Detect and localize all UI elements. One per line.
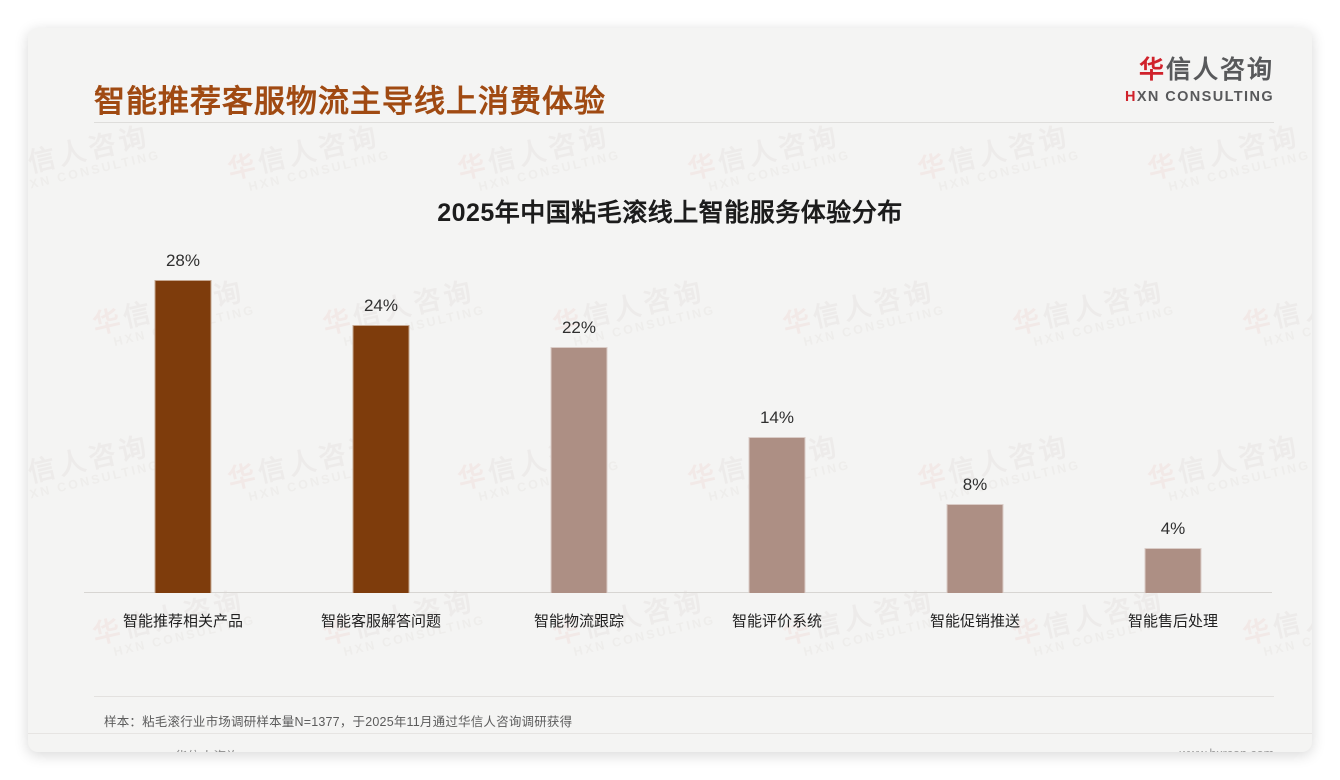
bar-value-label: 8% — [962, 474, 988, 494]
bar-chart-plot: 28% 智能推荐相关产品 24% 智能客服解答问题 22% 智能物流跟踪 14% 智能评价系统… — [84, 251, 1272, 630]
slide-card: 华信人咨询 HXN CONSULTING 华信人咨询 HXN CONSULTING 华信… — [28, 28, 1312, 752]
footer-divider — [28, 733, 1312, 734]
brand-logo-english-highlight: H — [1124, 89, 1137, 105]
footnote-divider — [94, 696, 1274, 697]
chart-bar[interactable] — [154, 280, 212, 593]
brand-logo-chinese-highlight: 华 — [1138, 56, 1166, 84]
bar-value-label: 4% — [1160, 519, 1186, 539]
header-divider — [94, 122, 1274, 123]
bar-category-label: 智能推荐相关产品 — [122, 613, 243, 630]
bar-category-label: 智能物流跟踪 — [533, 613, 624, 630]
brand-logo-english-rest: XN CONSULTING — [1136, 89, 1274, 105]
website-url: www.hxrcon.com — [1180, 747, 1274, 752]
chart-area: 2025年中国粘毛滚线上智能服务体验分布 28% 智能推荐相关产品 24% 智能客服解… — [28, 138, 1312, 658]
brand-logo-english: HXN CONSULTING — [1125, 90, 1274, 105]
page-title: 智能推荐客服物流主导线上消费体验 — [94, 84, 606, 119]
x-axis-line — [84, 592, 1272, 593]
slide-footer: ©2026.1 HXR华信人咨询 www.hxrcon.com — [28, 734, 1312, 752]
sample-footnote: 样本：粘毛滚行业市场调研样本量N=1377，于2025年11月通过华信人咨询调研… — [104, 715, 573, 729]
bar-column: 4% 智能售后处理 — [1074, 258, 1272, 630]
chart-bar[interactable] — [550, 347, 608, 593]
bar-category-label: 智能售后处理 — [1127, 613, 1218, 630]
bar-category-label: 智能客服解答问题 — [320, 613, 441, 630]
bar-column: 14% 智能评价系统 — [678, 258, 876, 630]
bar-category-label: 智能评价系统 — [731, 613, 822, 630]
bar-value-label: 14% — [759, 407, 794, 427]
bar-column: 28% 智能推荐相关产品 — [84, 251, 282, 630]
bar-column: 8% 智能促销推送 — [876, 258, 1074, 630]
bar-column: 22% 智能物流跟踪 — [480, 258, 678, 630]
chart-title: 2025年中国粘毛滚线上智能服务体验分布 — [437, 199, 903, 227]
slide-header: 智能推荐客服物流主导线上消费体验 华信人咨询 HXN CONSULTING — [28, 28, 1312, 120]
chart-bar[interactable] — [352, 325, 410, 593]
bar-value-label: 24% — [363, 296, 398, 315]
bar-category-label: 智能促销推送 — [929, 613, 1020, 630]
bar-column: 24% 智能客服解答问题 — [282, 258, 480, 630]
bar-value-label: 22% — [561, 318, 596, 338]
chart-bar[interactable] — [946, 503, 1004, 593]
brand-logo-chinese-rest: 信人咨询 — [1165, 56, 1274, 84]
chart-bar[interactable] — [748, 436, 806, 593]
copyright-text: ©2026.1 HXR华信人咨询 — [94, 746, 239, 752]
chart-bar[interactable] — [1144, 548, 1202, 593]
brand-logo: 华信人咨询 HXN CONSULTING — [1125, 58, 1274, 105]
brand-logo-chinese: 华信人咨询 — [1125, 58, 1274, 83]
bar-value-label: 28% — [165, 251, 200, 271]
